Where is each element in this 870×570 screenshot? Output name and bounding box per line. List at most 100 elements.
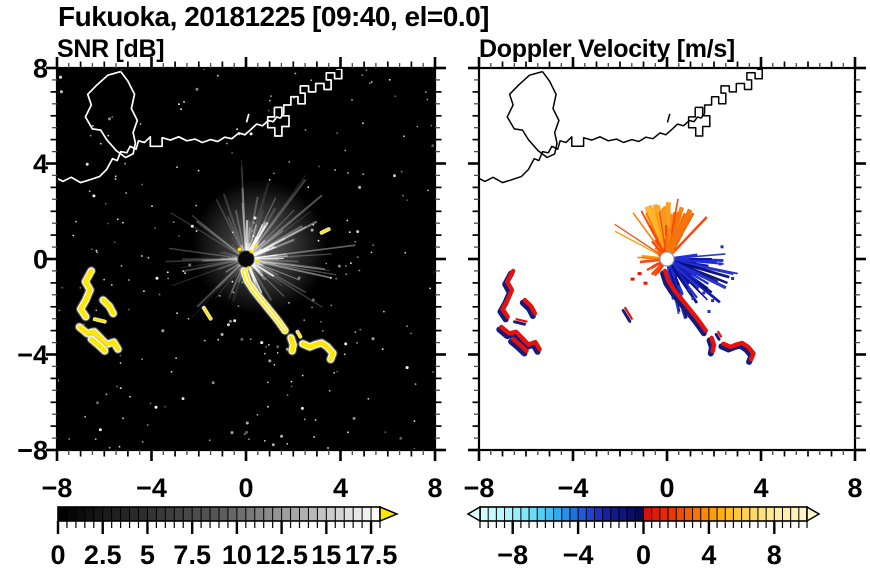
echo-region-red xyxy=(721,340,756,362)
noise-speckle xyxy=(270,95,272,97)
radar-site-disc xyxy=(659,251,675,267)
colorbar-cell xyxy=(111,506,122,522)
radar-speck xyxy=(246,266,251,270)
x-tick-label: 8 xyxy=(847,473,862,503)
noise-speckle xyxy=(263,440,266,442)
colorbar-cell xyxy=(659,506,669,522)
clutter-ray xyxy=(225,262,241,273)
noise-speckle xyxy=(75,220,77,223)
clutter-ray xyxy=(171,260,240,287)
echo-navy-offset xyxy=(714,332,721,341)
noise-speckle xyxy=(429,287,432,290)
noise-speckle xyxy=(260,341,264,345)
noise-speckle xyxy=(368,82,371,85)
noise-speckle xyxy=(228,319,232,323)
colorbar-cell xyxy=(544,506,555,522)
islet-dash xyxy=(666,113,671,123)
noise-speckle xyxy=(383,310,385,313)
echo-region-red xyxy=(717,330,723,338)
clutter-ray xyxy=(180,259,240,269)
toward-ray-scatter xyxy=(651,240,663,254)
colorbar-cell xyxy=(741,506,751,522)
noise-speckle xyxy=(320,320,322,323)
away-ray xyxy=(673,260,711,273)
toward-ray-scatter xyxy=(665,236,668,252)
noise-speckle xyxy=(175,357,178,359)
y-tick-label: −8 xyxy=(17,436,48,466)
away-ray xyxy=(669,264,699,304)
panel-content xyxy=(57,68,435,450)
clutter-ray xyxy=(181,259,240,273)
noise-speckle xyxy=(249,338,252,341)
colorbar-cell xyxy=(765,506,776,522)
colorbar-tick-label: 15 xyxy=(311,540,341,570)
noise-speckle xyxy=(307,186,310,189)
echo-region-red xyxy=(499,324,542,352)
colorbar-cell xyxy=(236,506,247,522)
echo-region xyxy=(320,228,330,234)
noise-speckle xyxy=(350,262,352,264)
noise-speckle xyxy=(321,330,324,332)
noise-speckle xyxy=(359,328,362,331)
colorbars-group: 0 2.5 5 7.5 10 12.5 15 17.5 −8 −4 0 4 8 xyxy=(50,505,821,570)
colorbar-cell xyxy=(626,506,637,522)
radar-glow xyxy=(192,179,328,315)
noise-speckle xyxy=(337,264,341,268)
noise-speckle xyxy=(95,309,98,312)
noise-speckle xyxy=(84,415,87,418)
noise-speckle xyxy=(265,345,268,348)
colorbar-cell xyxy=(245,506,256,522)
echo-region-red xyxy=(515,318,528,323)
noise-speckle xyxy=(61,286,64,289)
toward-ray-scatter xyxy=(671,249,676,254)
clutter-ray-bright xyxy=(251,247,270,258)
noise-speckle xyxy=(99,142,102,145)
clutter-ray xyxy=(252,259,330,272)
noise-speckle xyxy=(381,348,384,350)
clutter-ray xyxy=(252,261,300,281)
echo-region-red xyxy=(500,268,516,319)
snr-panel: −8 −4 0 4 8 8 4 0 −4 −8 xyxy=(17,54,446,503)
noise-speckle xyxy=(141,255,143,257)
colorbar-tick-label: 0 xyxy=(50,540,65,570)
colorbar-cell xyxy=(316,506,328,522)
noise-speckle xyxy=(139,123,142,125)
echo-navy-offset xyxy=(660,270,707,337)
noise-speckle xyxy=(427,189,429,192)
noise-speckle xyxy=(94,438,97,440)
noise-speckle xyxy=(286,394,289,396)
noise-speckle xyxy=(176,312,179,315)
noise-speckle xyxy=(164,405,167,408)
colorbar-cell xyxy=(643,506,653,522)
noise-speckle xyxy=(182,270,185,272)
clutter-ray xyxy=(234,264,243,278)
velocity-panel-title: Doppler Velocity [m/s] xyxy=(479,35,735,63)
noise-speckle xyxy=(183,101,185,103)
noise-speckle xyxy=(107,134,110,137)
clutter-ray xyxy=(252,252,266,259)
away-speck xyxy=(707,310,711,313)
harbor-pier-outline xyxy=(266,106,290,137)
noise-speckle xyxy=(116,218,119,221)
radar-speck xyxy=(255,259,260,263)
noise-speckle xyxy=(294,72,297,75)
toward-ray-scatter xyxy=(667,233,673,252)
noise-speckle xyxy=(231,152,234,154)
noise-speckle xyxy=(118,445,121,448)
colorbar-cell xyxy=(352,506,364,522)
noise-speckle xyxy=(300,406,304,410)
colorbar-cell xyxy=(487,506,498,522)
noise-speckle xyxy=(426,98,429,101)
clutter-ray xyxy=(252,260,265,267)
clutter-ray xyxy=(223,251,240,258)
island-outline xyxy=(506,70,560,159)
noise-speckle xyxy=(217,338,220,341)
noise-speckle xyxy=(402,194,404,197)
away-ray xyxy=(673,259,738,275)
noise-speckle xyxy=(347,431,349,434)
colorbar-cell xyxy=(209,506,220,522)
noise-speckle xyxy=(333,372,336,374)
noise-speckle xyxy=(59,90,63,94)
echo-navy-offset xyxy=(508,338,528,357)
